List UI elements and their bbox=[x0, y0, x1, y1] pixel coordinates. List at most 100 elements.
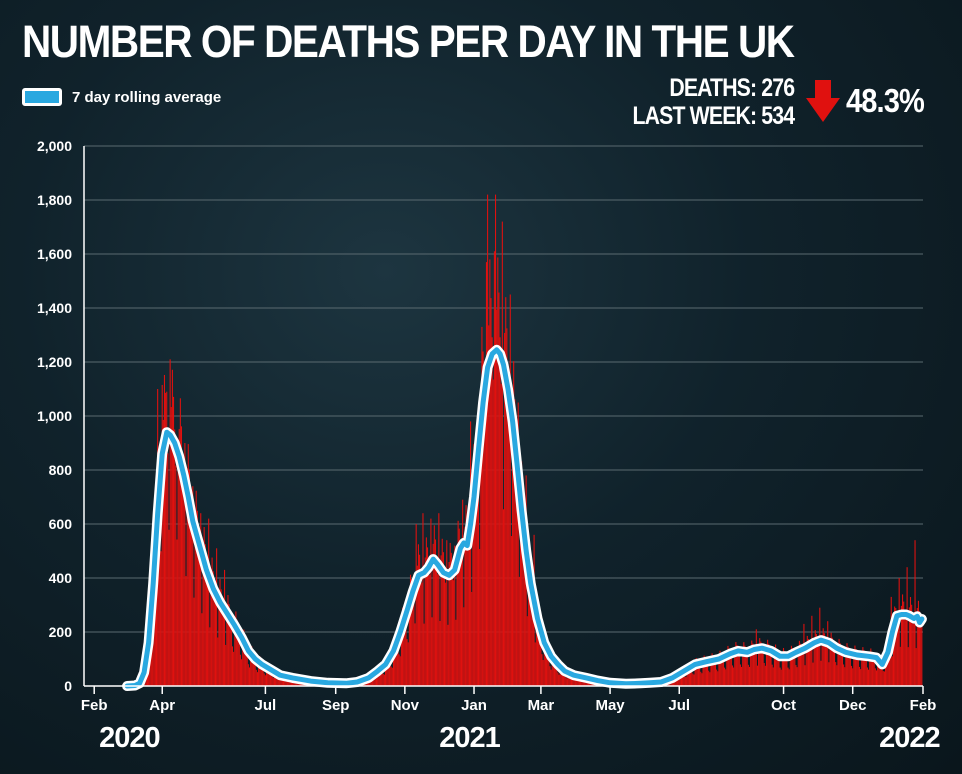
daily-bar bbox=[169, 359, 171, 686]
daily-bar bbox=[242, 634, 244, 686]
daily-bar bbox=[703, 655, 705, 686]
daily-bar bbox=[871, 651, 873, 686]
daily-bar bbox=[851, 665, 853, 686]
daily-bar bbox=[211, 557, 213, 686]
daily-bar bbox=[165, 392, 167, 686]
daily-bar bbox=[222, 613, 224, 686]
daily-bar bbox=[813, 637, 815, 686]
daily-bar bbox=[434, 539, 436, 686]
year-label: 2020 bbox=[99, 722, 160, 754]
daily-bar bbox=[508, 420, 510, 686]
daily-bar bbox=[573, 679, 575, 686]
last-week-label: LAST WEEK: bbox=[632, 102, 757, 130]
daily-bar bbox=[729, 651, 731, 686]
daily-bar bbox=[475, 462, 477, 686]
daily-bar bbox=[509, 294, 511, 686]
daily-bar bbox=[684, 676, 686, 686]
y-tick-label: 2,000 bbox=[37, 138, 72, 154]
daily-bar bbox=[457, 520, 459, 686]
daily-bar bbox=[535, 603, 537, 686]
daily-bar bbox=[271, 676, 273, 686]
daily-bar bbox=[733, 667, 735, 686]
daily-bar bbox=[566, 678, 568, 686]
daily-bar bbox=[809, 643, 811, 686]
daily-bar bbox=[567, 671, 569, 686]
bars-series bbox=[137, 194, 923, 687]
daily-bar bbox=[780, 669, 782, 686]
daily-bar bbox=[476, 478, 478, 686]
daily-bar bbox=[814, 630, 816, 686]
daily-bar bbox=[805, 642, 807, 686]
daily-bar bbox=[259, 656, 261, 686]
daily-bar bbox=[529, 544, 531, 686]
daily-bar bbox=[696, 659, 698, 686]
daily-bar bbox=[224, 569, 226, 686]
daily-bar bbox=[260, 659, 262, 686]
daily-bar bbox=[532, 602, 534, 686]
daily-bar bbox=[491, 337, 493, 686]
daily-bar bbox=[753, 647, 755, 686]
daily-bar bbox=[191, 528, 193, 686]
daily-bar bbox=[173, 396, 175, 686]
daily-bar bbox=[756, 665, 758, 686]
daily-bar bbox=[194, 510, 196, 686]
daily-bar bbox=[693, 674, 695, 686]
daily-bar bbox=[239, 654, 241, 686]
daily-bar bbox=[565, 677, 567, 686]
daily-bar bbox=[481, 326, 483, 686]
daily-bar bbox=[373, 674, 375, 686]
daily-bar bbox=[228, 604, 230, 686]
x-tick-label: Jul bbox=[668, 697, 690, 714]
daily-bar bbox=[408, 592, 410, 686]
daily-bar bbox=[501, 221, 503, 686]
daily-bar bbox=[758, 644, 760, 686]
daily-bar bbox=[709, 672, 711, 686]
daily-bar bbox=[470, 421, 472, 686]
daily-bar bbox=[828, 662, 830, 686]
daily-bar bbox=[690, 666, 692, 686]
daily-bar bbox=[521, 461, 523, 686]
daily-bar bbox=[802, 652, 804, 686]
daily-bar bbox=[368, 681, 370, 686]
daily-bar bbox=[717, 671, 719, 686]
down-arrow-icon bbox=[806, 80, 840, 122]
last-week-value: 534 bbox=[761, 102, 795, 130]
daily-bar bbox=[686, 667, 688, 686]
daily-bar bbox=[182, 459, 184, 686]
daily-bar bbox=[872, 655, 874, 686]
daily-bar bbox=[188, 470, 190, 686]
daily-bar bbox=[815, 633, 817, 686]
daily-bar bbox=[288, 681, 290, 686]
deaths-label: DEATHS: bbox=[669, 74, 757, 102]
legend: 7 day rolling average bbox=[22, 88, 221, 106]
y-tick-label: 0 bbox=[64, 678, 72, 694]
y-tick-label: 800 bbox=[49, 462, 73, 478]
daily-bar bbox=[544, 633, 546, 686]
daily-bar bbox=[163, 374, 166, 686]
daily-bar bbox=[892, 620, 895, 686]
daily-bar bbox=[185, 576, 187, 686]
daily-bar bbox=[422, 513, 424, 686]
daily-bar bbox=[763, 662, 765, 686]
daily-bar bbox=[445, 582, 447, 686]
daily-bar bbox=[267, 662, 269, 686]
daily-bar bbox=[420, 568, 422, 686]
daily-bar bbox=[692, 673, 694, 686]
daily-bar bbox=[558, 674, 560, 686]
daily-bar bbox=[183, 492, 185, 686]
daily-bar bbox=[786, 658, 788, 686]
daily-bar bbox=[296, 681, 298, 686]
daily-bar bbox=[158, 488, 160, 686]
daily-bar bbox=[463, 607, 465, 686]
daily-bar bbox=[201, 613, 203, 686]
daily-bar bbox=[731, 665, 734, 686]
daily-bar bbox=[523, 522, 525, 686]
daily-bar bbox=[168, 529, 170, 686]
daily-bar bbox=[480, 394, 482, 686]
daily-bar bbox=[798, 640, 800, 686]
daily-bar bbox=[507, 374, 509, 686]
daily-bar bbox=[869, 652, 871, 686]
daily-bar bbox=[754, 652, 756, 686]
daily-bar bbox=[570, 673, 573, 686]
